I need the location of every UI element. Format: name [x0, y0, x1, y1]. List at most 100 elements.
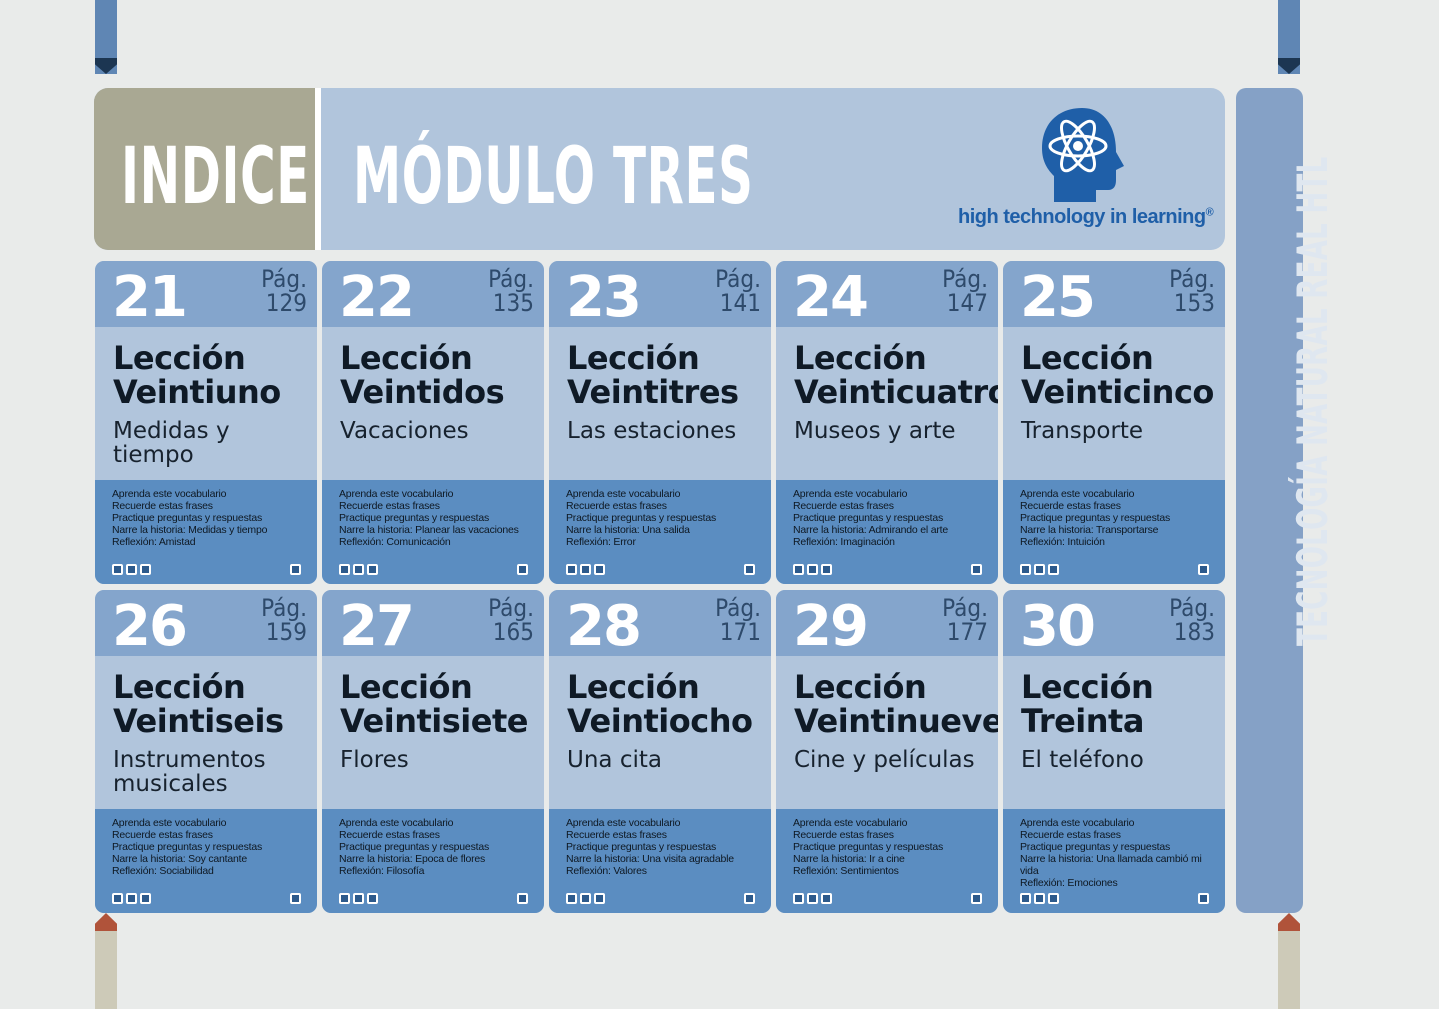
lesson-title: Lección Veintiuno — [113, 341, 281, 409]
side-banner-text: TECNOLOGÍA NATURAL REAL HTL — [1288, 156, 1337, 646]
lesson-name: Treinta — [1021, 702, 1144, 740]
content-list: Aprenda este vocabulario Recuerde estas f… — [339, 817, 539, 877]
page-reference: Pág. 183 — [1164, 596, 1215, 644]
progress-dots — [793, 893, 832, 904]
lesson-name: Veinticuatro — [794, 373, 998, 411]
lesson-word: Lección — [340, 668, 473, 706]
card-item: Aprenda este vocabulario — [339, 817, 454, 829]
page-label: Pág. — [488, 594, 534, 622]
card-contents: Aprenda este vocabulario Recuerde estas f… — [1003, 480, 1225, 584]
square-dot-icon — [807, 893, 818, 904]
square-dot-icon — [744, 564, 755, 575]
card-contents: Aprenda este vocabulario Recuerde estas f… — [549, 480, 771, 584]
lesson-card-25[interactable]: 25 Pág. 153 Lección Veinticinco Transpor… — [1003, 261, 1225, 584]
lesson-card-21[interactable]: 21 Pág. 129 Lección Veintiuno Medidas y … — [95, 261, 317, 584]
lesson-word: Lección — [1021, 668, 1154, 706]
lesson-name: Veintiocho — [567, 702, 753, 740]
card-item: Aprenda este vocabulario — [112, 488, 227, 500]
card-contents: Aprenda este vocabulario Recuerde estas f… — [322, 480, 544, 584]
card-item: Reflexión: Valores — [566, 865, 647, 877]
page-number: 153 — [1173, 289, 1215, 317]
square-dot-icon — [1198, 893, 1209, 904]
square-dot-icon — [126, 893, 137, 904]
lesson-topic: Flores — [340, 747, 409, 773]
card-item: Reflexión: Sociabilidad — [112, 865, 214, 877]
page-label: Pág. — [942, 594, 988, 622]
lesson-name: Veintiseis — [113, 702, 284, 740]
page-number: 165 — [492, 618, 534, 646]
lesson-title: Lección Treinta — [1021, 668, 1154, 740]
lesson-word: Lección — [340, 339, 473, 377]
square-dot-icon — [1020, 564, 1031, 575]
card-header: 27 Pág. 165 — [322, 590, 544, 659]
card-header: 22 Pág. 135 — [322, 261, 544, 330]
lesson-card-26[interactable]: 26 Pág. 159 Lección Veintiseis Instrumen… — [95, 590, 317, 913]
side-banner: TECNOLOGÍA NATURAL REAL HTL — [1236, 88, 1337, 913]
card-item: Practique preguntas y respuestas — [1020, 841, 1171, 853]
card-item: Recuerde estas frases — [566, 829, 667, 841]
card-item: Narre la historia: Ir a cine — [793, 853, 905, 865]
square-dot-icon — [126, 564, 137, 575]
card-item: Reflexión: Emociones — [1020, 877, 1118, 889]
lesson-word: Lección — [567, 339, 700, 377]
lesson-card-28[interactable]: 28 Pág. 171 Lección Veintiocho Una cita … — [549, 590, 771, 913]
lesson-topic: Medidas y tiempo — [113, 418, 230, 468]
page-label: Pág. — [1169, 594, 1215, 622]
card-header: 28 Pág. 171 — [549, 590, 771, 659]
lesson-number: 21 — [112, 265, 188, 330]
lesson-card-29[interactable]: 29 Pág. 177 Lección Veintinueve Cine y p… — [776, 590, 998, 913]
square-dot-icon — [793, 564, 804, 575]
bookmark-ribbon-top-right — [1278, 0, 1300, 74]
progress-dots — [112, 893, 151, 904]
card-item: Practique preguntas y respuestas — [793, 841, 944, 853]
lesson-title: Lección Veintiseis — [113, 670, 284, 738]
lesson-number: 25 — [1020, 265, 1096, 330]
card-header: 30 Pág. 183 — [1003, 590, 1225, 659]
square-dot-icon — [566, 564, 577, 575]
lesson-topic: Transporte — [1021, 418, 1144, 444]
square-dot-icon — [971, 893, 982, 904]
square-dot-icon — [580, 564, 591, 575]
lesson-number: 26 — [112, 594, 188, 659]
card-item: Reflexión: Filosofía — [339, 865, 425, 877]
card-item: Narre la historia: Una visita agradable — [566, 853, 734, 865]
content-list: Aprenda este vocabulario Recuerde estas f… — [793, 488, 993, 548]
progress-dots — [1020, 564, 1059, 575]
card-item: Practique preguntas y respuestas — [1020, 512, 1171, 524]
lesson-card-27[interactable]: 27 Pág. 165 Lección Veintisiete Flores A… — [322, 590, 544, 913]
page-reference: Pág. 159 — [256, 596, 307, 644]
lesson-card-24[interactable]: 24 Pág. 147 Lección Veinticuatro Museos … — [776, 261, 998, 584]
lesson-card-23[interactable]: 23 Pág. 141 Lección Veintitres Las estac… — [549, 261, 771, 584]
lesson-number: 29 — [793, 594, 869, 659]
lesson-topic: Instrumentos musicales — [113, 747, 266, 797]
square-dot-icon — [1048, 893, 1059, 904]
page-number: 147 — [946, 289, 988, 317]
lesson-title: Lección Veinticinco — [1021, 341, 1214, 409]
card-item: Reflexión: Sentimientos — [793, 865, 899, 877]
page-label: Pág. — [1169, 265, 1215, 293]
lesson-card-30[interactable]: 30 Pág. 183 Lección Treinta El teléfono … — [1003, 590, 1225, 913]
bookmark-ribbon-bottom-left — [95, 925, 117, 1009]
card-item: Narre la historia: Una llamada cambió mi… — [1020, 853, 1202, 877]
card-item: Aprenda este vocabulario — [793, 817, 908, 829]
card-item: Practique preguntas y respuestas — [566, 512, 717, 524]
card-item: Aprenda este vocabulario — [1020, 488, 1135, 500]
htl-logo: high technology in learning® — [954, 106, 1214, 236]
square-dot-icon — [1020, 893, 1031, 904]
card-item: Reflexión: Imaginación — [793, 536, 895, 548]
lesson-card-22[interactable]: 22 Pág. 135 Lección Veintidos Vacaciones… — [322, 261, 544, 584]
progress-dots — [339, 564, 378, 575]
card-item: Practique preguntas y respuestas — [339, 841, 490, 853]
page-reference: Pág. 171 — [710, 596, 761, 644]
square-dot-icon — [971, 564, 982, 575]
card-item: Practique preguntas y respuestas — [566, 841, 717, 853]
bookmark-ribbon-bottom-right — [1278, 925, 1300, 1009]
lesson-number: 23 — [566, 265, 642, 330]
card-item: Narre la historia: Una salida — [566, 524, 690, 536]
lesson-name: Veintinueve — [794, 702, 998, 740]
lesson-number: 27 — [339, 594, 415, 659]
head-atom-icon — [1042, 108, 1124, 202]
square-dot-icon — [339, 893, 350, 904]
content-list: Aprenda este vocabulario Recuerde estas f… — [1020, 817, 1220, 889]
card-contents: Aprenda este vocabulario Recuerde estas f… — [776, 480, 998, 584]
